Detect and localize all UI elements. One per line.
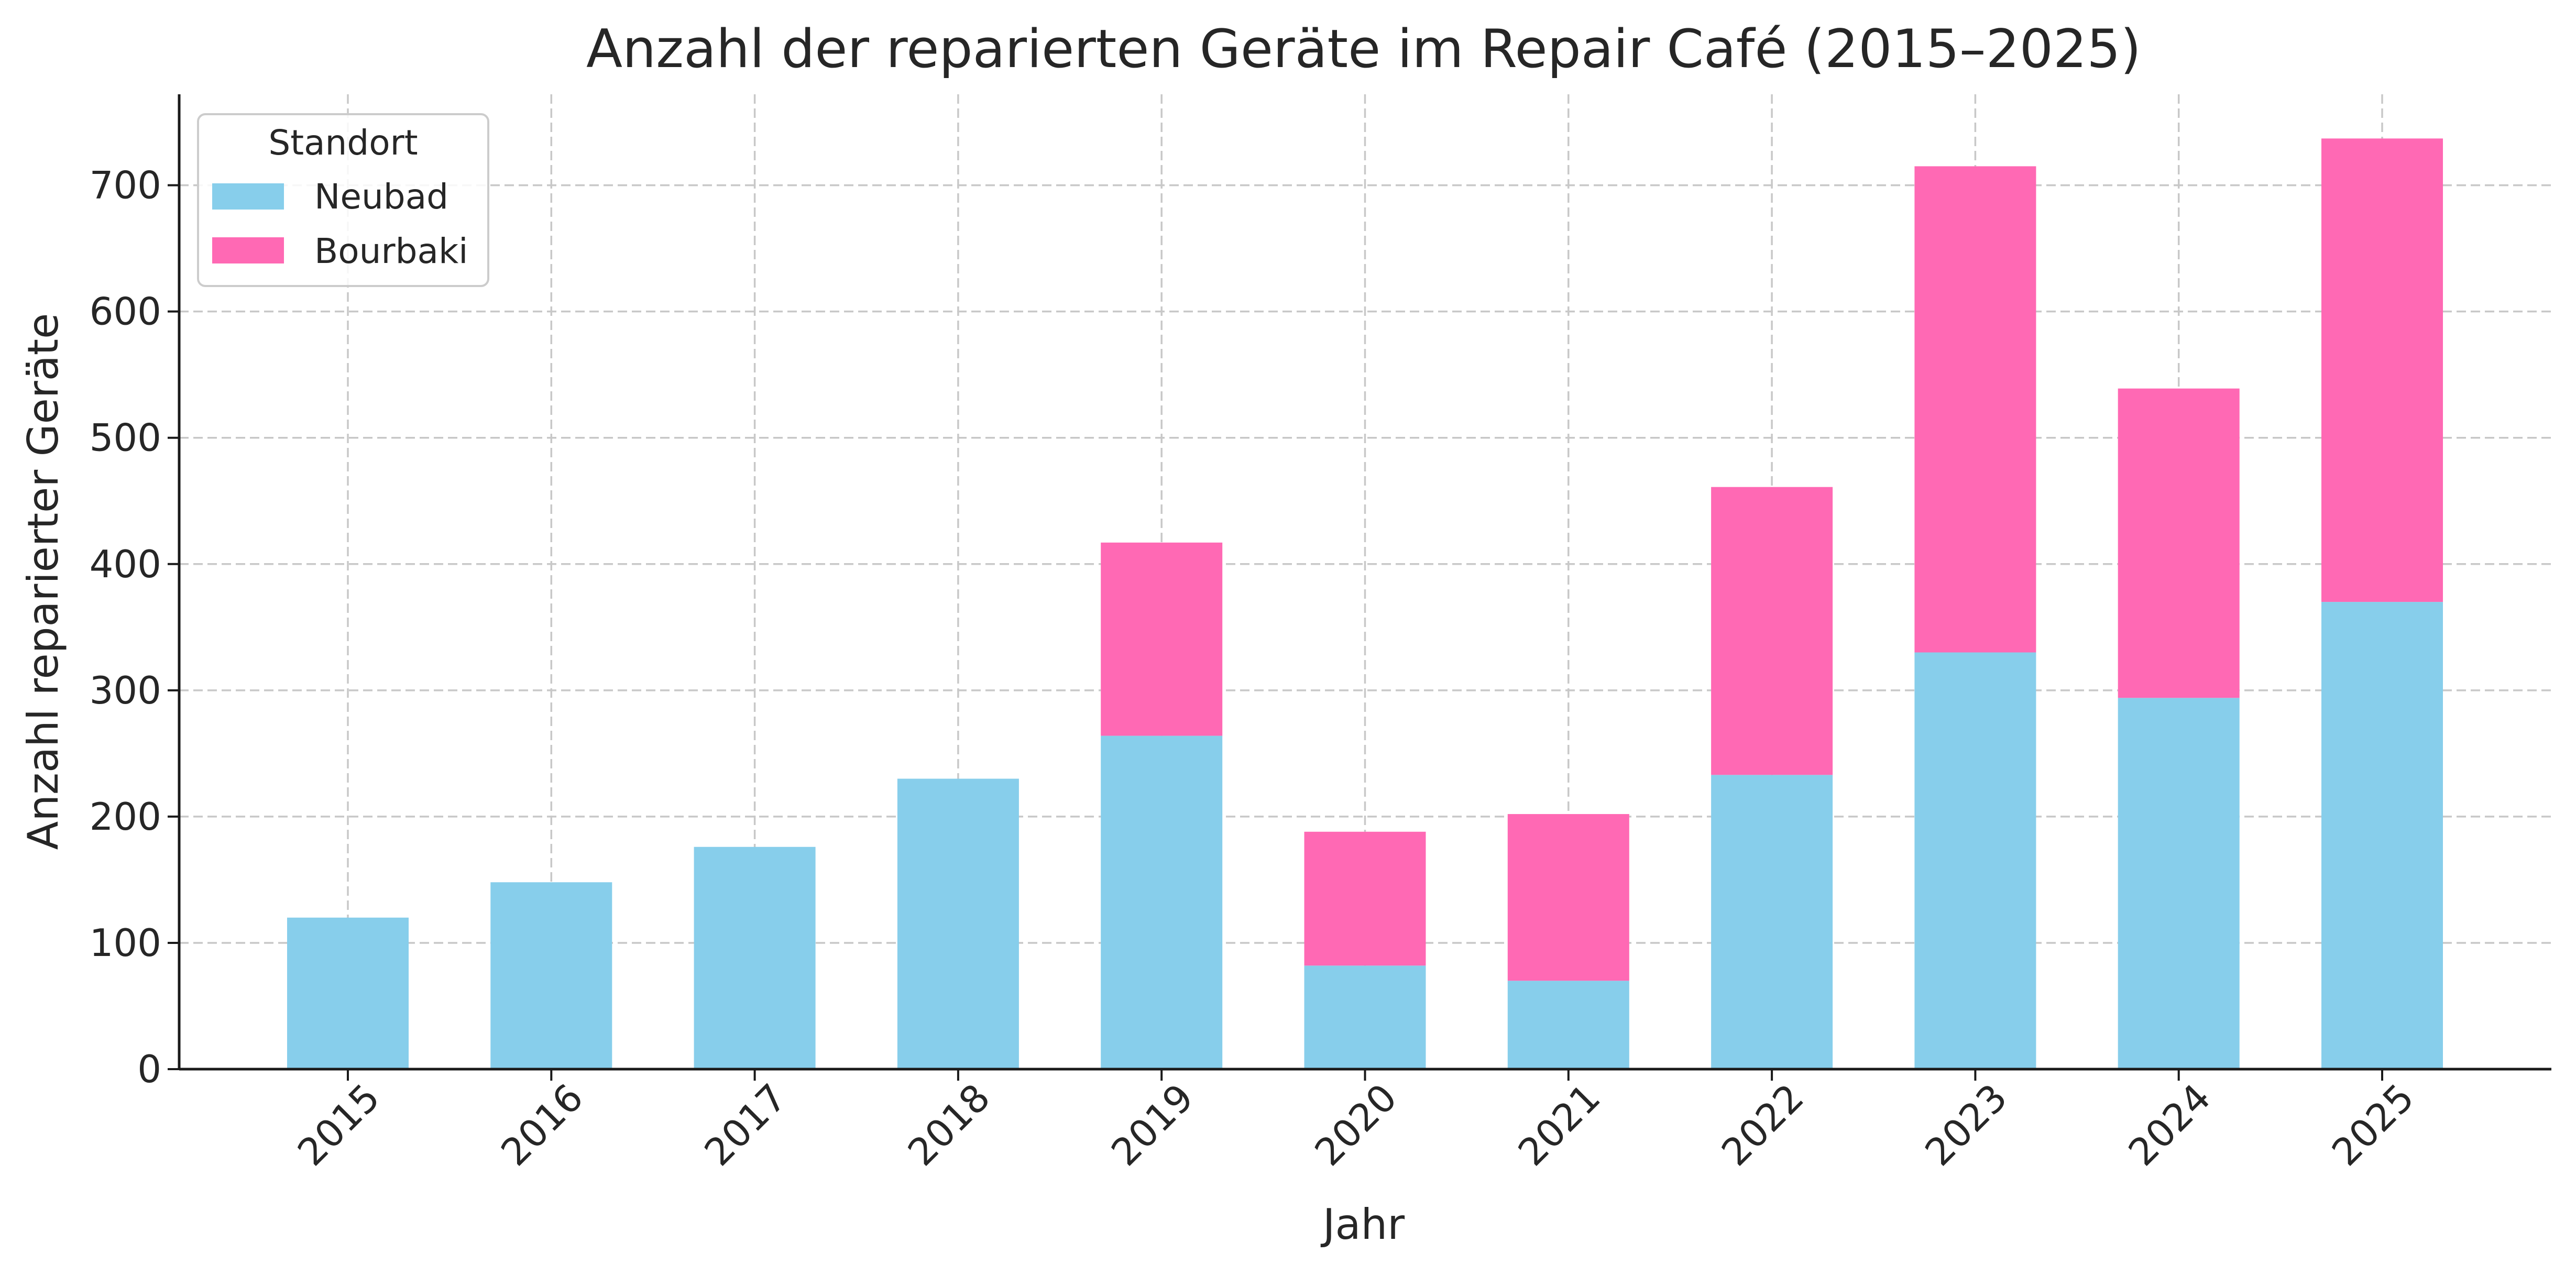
bars: [287, 138, 2443, 1069]
x-tick-label: 2018: [900, 1075, 999, 1174]
legend-title: Standort: [268, 123, 418, 163]
bar-neubad-2025: [2321, 602, 2443, 1069]
x-tick-label: 2020: [1306, 1075, 1405, 1174]
x-tick-label: 2016: [492, 1075, 591, 1174]
bar-neubad-2016: [490, 882, 612, 1069]
y-tick-label: 200: [90, 795, 161, 839]
bar-neubad-2023: [1914, 652, 2036, 1069]
y-axis-ticks: 0 100 200 300 400 500 600 700: [90, 163, 179, 1091]
y-tick-label: 100: [90, 921, 161, 965]
legend-swatch-neubad: [212, 183, 284, 210]
chart-title: Anzahl der reparierten Geräte im Repair …: [586, 18, 2141, 80]
y-axis-label: Anzahl reparierter Geräte: [19, 313, 68, 850]
x-axis-label: Jahr: [1320, 1200, 1405, 1249]
bar-bourbaki-2020: [1304, 831, 1426, 966]
bar-bourbaki-2022: [1711, 487, 1833, 775]
y-tick-label: 300: [90, 668, 161, 712]
bar-neubad-2018: [897, 778, 1019, 1069]
bar-neubad-2017: [694, 847, 816, 1069]
bar-neubad-2024: [2118, 698, 2240, 1069]
y-tick-label: 400: [90, 542, 161, 586]
bar-neubad-2020: [1304, 965, 1426, 1069]
bar-neubad-2015: [287, 917, 409, 1069]
y-tick-label: 700: [90, 163, 161, 207]
x-tick-label: 2024: [2120, 1075, 2219, 1174]
legend-label-bourbaki: Bourbaki: [314, 231, 468, 271]
bar-neubad-2019: [1101, 735, 1223, 1069]
bar-neubad-2021: [1507, 981, 1629, 1069]
x-tick-label: 2023: [1916, 1075, 2015, 1174]
y-tick-label: 0: [137, 1047, 161, 1091]
x-tick-label: 2021: [1510, 1075, 1609, 1174]
x-tick-label: 2025: [2323, 1075, 2422, 1174]
bar-bourbaki-2019: [1101, 542, 1223, 736]
y-tick-label: 600: [90, 290, 161, 334]
legend-swatch-bourbaki: [212, 237, 284, 263]
x-tick-label: 2017: [696, 1075, 795, 1174]
bar-bourbaki-2024: [2118, 388, 2240, 698]
x-tick-label: 2015: [289, 1075, 388, 1174]
legend-label-neubad: Neubad: [314, 177, 448, 217]
x-tick-label: 2022: [1713, 1075, 1812, 1174]
bar-bourbaki-2023: [1914, 166, 2036, 653]
x-axis-ticks: 2015 2016 2017 2018 2019 2020 2021 2022 2023 2024…: [289, 1069, 2422, 1174]
bar-bourbaki-2025: [2321, 138, 2443, 602]
x-tick-label: 2019: [1103, 1075, 1202, 1174]
bar-neubad-2022: [1711, 775, 1833, 1069]
legend: Standort Neubad Bourbaki: [197, 113, 489, 287]
y-tick-label: 500: [90, 416, 161, 460]
bar-bourbaki-2021: [1507, 814, 1629, 981]
